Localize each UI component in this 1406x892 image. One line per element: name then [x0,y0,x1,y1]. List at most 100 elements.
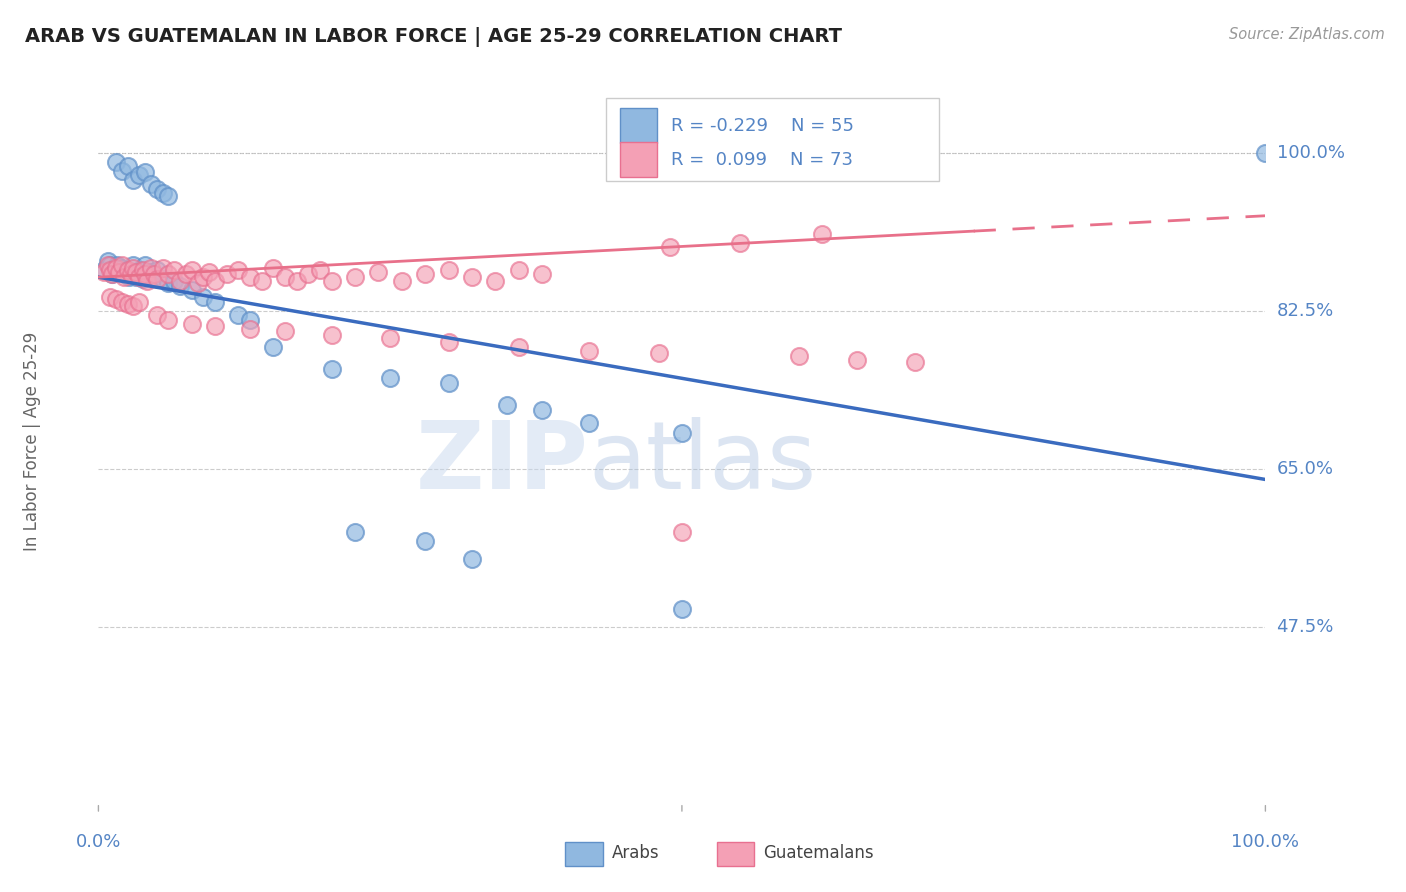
Point [180,263,202,277]
Point [508,340,530,354]
Point [484,274,506,288]
Point [187,277,209,291]
Point [530,403,553,417]
Point [367,265,389,279]
Point [228,263,250,277]
Point [904,355,927,369]
Point [671,601,693,615]
Point [297,268,319,282]
Text: ZIP: ZIP [416,417,589,509]
Text: In Labor Force | Age 25-29: In Labor Force | Age 25-29 [22,332,41,551]
Point [112,268,135,282]
Point [198,265,221,279]
Point [128,294,150,309]
Point [143,268,166,282]
Point [413,533,436,548]
Point [104,263,127,277]
Point [127,268,149,282]
Point [321,328,343,343]
Point [413,268,436,282]
Point [180,317,202,331]
Point [101,268,124,282]
FancyBboxPatch shape [606,98,939,181]
Point [157,189,180,203]
Point [132,263,155,277]
Text: Source: ZipAtlas.com: Source: ZipAtlas.com [1229,27,1385,42]
Point [120,265,142,279]
Point [134,268,156,282]
Point [157,277,180,291]
Point [152,261,174,276]
Point [274,270,297,285]
Text: 65.0%: 65.0% [1277,459,1333,477]
Point [169,279,191,293]
Text: 100.0%: 100.0% [1277,144,1344,161]
Point [274,324,297,338]
Bar [565,842,603,865]
Point [530,268,553,282]
Text: Guatemalans: Guatemalans [763,845,875,863]
Point [461,552,484,566]
Point [262,261,284,276]
Point [157,268,180,282]
Point [104,154,127,169]
Point [228,308,250,322]
Point [461,270,484,285]
Point [118,270,141,285]
Point [132,272,155,286]
Point [193,270,215,285]
Point [93,265,115,279]
Point [105,259,128,273]
Point [122,259,145,273]
Point [647,346,669,360]
Point [134,259,156,273]
Point [146,263,169,277]
Point [659,240,682,254]
Point [98,263,121,277]
Text: Arabs: Arabs [612,845,659,863]
Point [111,259,134,273]
Point [321,362,343,376]
Point [239,321,262,335]
Point [380,371,402,385]
Point [93,263,115,277]
Point [391,274,413,288]
Point [787,349,810,363]
Point [111,294,134,309]
Point [98,290,121,304]
Point [437,376,460,390]
Point [152,186,174,201]
Point [111,163,134,178]
Point [250,274,273,288]
Point [285,274,308,288]
Point [136,274,159,288]
Point [122,261,145,276]
Point [204,274,226,288]
Point [846,353,869,368]
Point [108,265,131,279]
Point [152,272,174,286]
Point [117,263,139,277]
Point [141,268,163,282]
Point [344,524,367,539]
Text: 100.0%: 100.0% [1232,833,1299,851]
Bar [717,842,754,865]
Point [97,254,120,268]
Point [129,263,152,277]
Point [496,398,519,412]
Text: R = -0.229    N = 55: R = -0.229 N = 55 [672,117,855,135]
Point [380,331,402,345]
Point [115,263,138,277]
Point [262,340,284,354]
Text: 0.0%: 0.0% [76,833,121,851]
Point [125,265,148,279]
Point [112,270,135,285]
Point [104,261,127,276]
Point [136,270,159,285]
Point [117,297,139,311]
Point [321,274,343,288]
Point [157,312,180,326]
Point [146,308,169,322]
Point [97,259,120,273]
Point [163,263,186,277]
